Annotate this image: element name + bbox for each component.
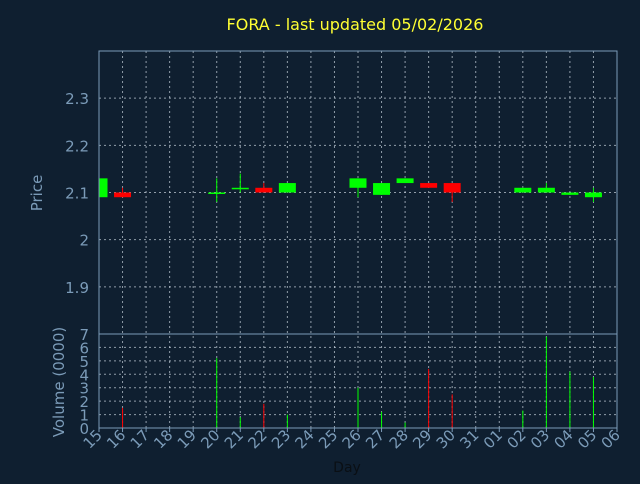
volume-tick-label: 4 xyxy=(79,366,89,384)
candle-body xyxy=(278,183,296,193)
volume-tick-label: 1 xyxy=(79,407,89,425)
x-tick-label: 31 xyxy=(456,426,482,452)
candle-body xyxy=(208,192,226,194)
x-tick-label: 26 xyxy=(339,426,365,452)
candle-body xyxy=(584,192,602,198)
x-tick-label: 17 xyxy=(127,426,153,452)
candle-body xyxy=(420,183,438,188)
price-axis-label: Price xyxy=(28,175,46,212)
price-tick-label: 2.1 xyxy=(65,185,89,203)
candle-body xyxy=(231,187,249,190)
x-tick-label: 02 xyxy=(503,426,529,452)
x-tick-label: 19 xyxy=(174,426,200,452)
x-tick-label: 22 xyxy=(244,426,270,452)
x-tick-label: 27 xyxy=(362,426,388,452)
x-tick-label: 21 xyxy=(221,426,247,452)
x-tick-label: 24 xyxy=(292,426,318,452)
x-tick-label: 18 xyxy=(150,426,176,452)
volume-tick-label: 7 xyxy=(79,326,89,344)
candle-body xyxy=(537,187,555,193)
price-tick-label: 2.3 xyxy=(65,90,89,108)
marks-layer xyxy=(98,173,602,428)
volume-tick-label: 5 xyxy=(79,353,89,371)
volume-tick-label: 6 xyxy=(79,339,89,357)
x-tick-label: 25 xyxy=(315,426,341,452)
x-tick-label: 04 xyxy=(551,426,577,452)
volume-tick-label: 2 xyxy=(79,393,89,411)
x-tick-label: 01 xyxy=(480,426,506,452)
candle-body xyxy=(114,192,132,198)
candle-body xyxy=(99,178,108,198)
x-tick-label: 20 xyxy=(197,426,223,452)
candle-body xyxy=(255,187,273,193)
price-tick-label: 1.9 xyxy=(65,279,89,297)
x-tick-label: 03 xyxy=(527,426,553,452)
x-axis-label: Day xyxy=(333,460,361,476)
candle-body xyxy=(443,183,461,193)
x-tick-label: 30 xyxy=(433,426,459,452)
chart-title: FORA - last updated 05/02/2026 xyxy=(227,15,484,34)
volume-tick-label: 3 xyxy=(79,380,89,398)
x-tick-label: 29 xyxy=(409,426,435,452)
candle-body xyxy=(396,178,414,184)
x-tick-label: 05 xyxy=(574,426,600,452)
x-tick-label: 23 xyxy=(268,426,294,452)
candle-body xyxy=(373,183,391,195)
price-tick-label: 2 xyxy=(79,232,89,250)
volume-tick-label: 0 xyxy=(79,420,89,438)
x-tick-label: 16 xyxy=(103,426,129,452)
candle-body xyxy=(514,187,532,193)
volume-axis-label: Volume (0000) xyxy=(50,327,68,437)
x-tick-label: 06 xyxy=(598,426,624,452)
grid-layer xyxy=(99,51,617,428)
axes-layer: 1.922.12.22.3012345671516171819202122232… xyxy=(65,50,624,452)
candle-body xyxy=(561,192,579,195)
price-tick-label: 2.2 xyxy=(65,137,89,155)
x-tick-label: 28 xyxy=(386,426,412,452)
candle-body xyxy=(349,178,367,188)
